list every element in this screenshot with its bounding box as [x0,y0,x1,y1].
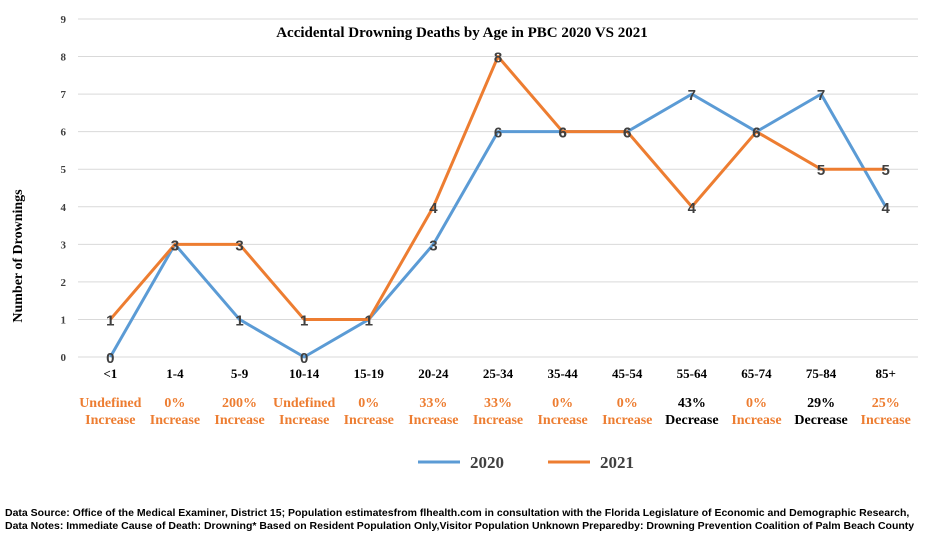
change-annotations: Undefined Increase 0% Increase 200% Increase U… [79,396,911,428]
data-label-2021: 6 [623,125,631,142]
y-tick-label: 5 [61,164,67,176]
data-label-2020: 3 [171,237,179,254]
x-tick-label: 10-14 [289,366,320,381]
change-percent: 25% [872,396,900,411]
x-tick-label: 15-19 [354,366,385,381]
change-percent: Undefined [79,396,141,411]
y-tick-label: 1 [61,314,67,326]
data-label-2020: 7 [817,87,825,104]
change-direction: Decrease [665,413,718,428]
change-percent: Undefined [273,396,335,411]
change-percent: 33% [419,396,447,411]
data-source-note: Data Source: Office of the Medical Exami… [5,507,910,519]
series-line-2021 [109,55,886,321]
x-tick-label: 1-4 [166,366,184,381]
data-label-2021: 5 [817,162,825,179]
x-tick-label: 45-54 [612,366,643,381]
data-label-2021: 6 [752,125,760,142]
data-label-2021: 1 [300,312,308,329]
y-tick-label: 9 [61,14,67,26]
x-tick-label: 25-34 [483,366,514,381]
data-label-2021: 3 [171,237,179,254]
chart-title: Accidental Drowning Deaths by Age in PBC… [276,25,648,41]
change-direction: Increase [344,413,394,428]
data-label-2020: 6 [623,125,631,142]
legend-label-2021: 2021 [600,453,634,472]
change-direction: Increase [602,413,652,428]
change-direction: Decrease [794,413,847,428]
data-label-2020: 4 [882,200,891,217]
data-label-2021: 6 [558,125,566,142]
change-percent: 29% [807,396,835,411]
change-percent: 0% [617,396,638,411]
data-label-2020: 7 [688,87,696,104]
data-label-2021: 5 [882,162,890,179]
change-percent: 0% [164,396,185,411]
data-label-2021: 1 [365,312,373,329]
gridlines [78,18,918,358]
change-direction: Increase [537,413,587,428]
data-label-2020: 6 [494,125,502,142]
change-direction: Increase [861,413,911,428]
data-label-2020: 0 [300,350,308,367]
data-label-2020: 6 [752,125,760,142]
data-label-2020: 1 [235,312,243,329]
x-tick-label: 85+ [875,366,895,381]
change-direction: Increase [473,413,523,428]
change-direction: Increase [279,413,329,428]
y-tick-label: 8 [61,52,67,64]
y-tick-label: 6 [61,127,67,139]
x-axis-ticks: <1 1-4 5-9 10-14 15-19 20-24 25-34 35-44 45-54 55… [103,366,896,381]
change-percent: 43% [678,396,706,411]
y-tick-label: 3 [61,239,67,251]
data-notes-note: Data Notes: Immediate Cause of Death: Dr… [5,520,915,532]
series-lines [109,55,887,359]
y-tick-label: 0 [61,352,67,364]
y-tick-label: 2 [61,277,67,289]
change-percent: 200% [222,396,257,411]
legend[interactable]: 2020 2021 [418,453,634,472]
change-percent: 33% [484,396,512,411]
data-label-2021: 3 [235,237,243,254]
change-percent: 0% [552,396,573,411]
data-label-2020: 0 [106,350,114,367]
x-tick-label: 75-84 [806,366,837,381]
data-label-2020: 1 [365,312,373,329]
y-tick-label: 4 [61,202,67,214]
data-label-2021: 8 [494,50,502,67]
change-direction: Increase [408,413,458,428]
x-tick-label: 35-44 [547,366,578,381]
y-tick-label: 7 [61,89,67,101]
change-direction: Increase [731,413,781,428]
y-axis-ticks: 0 1 2 3 4 5 6 7 8 9 [61,14,67,364]
data-label-2020: 3 [429,237,437,254]
change-direction: Increase [214,413,264,428]
change-direction: Increase [85,413,135,428]
data-label-2020: 6 [558,125,566,142]
change-percent: 0% [358,396,379,411]
data-label-2021: 1 [106,312,114,329]
change-direction: Increase [150,413,200,428]
x-tick-label: 55-64 [677,366,708,381]
data-label-2021: 4 [688,200,697,217]
legend-label-2020: 2020 [470,453,504,472]
x-tick-label: 20-24 [418,366,449,381]
change-percent: 0% [746,396,767,411]
x-tick-label: 65-74 [741,366,772,381]
x-tick-label: <1 [103,366,117,381]
y-axis-label: Number of Drownings [11,189,26,323]
x-tick-label: 5-9 [231,366,249,381]
data-label-2021: 4 [429,200,438,217]
